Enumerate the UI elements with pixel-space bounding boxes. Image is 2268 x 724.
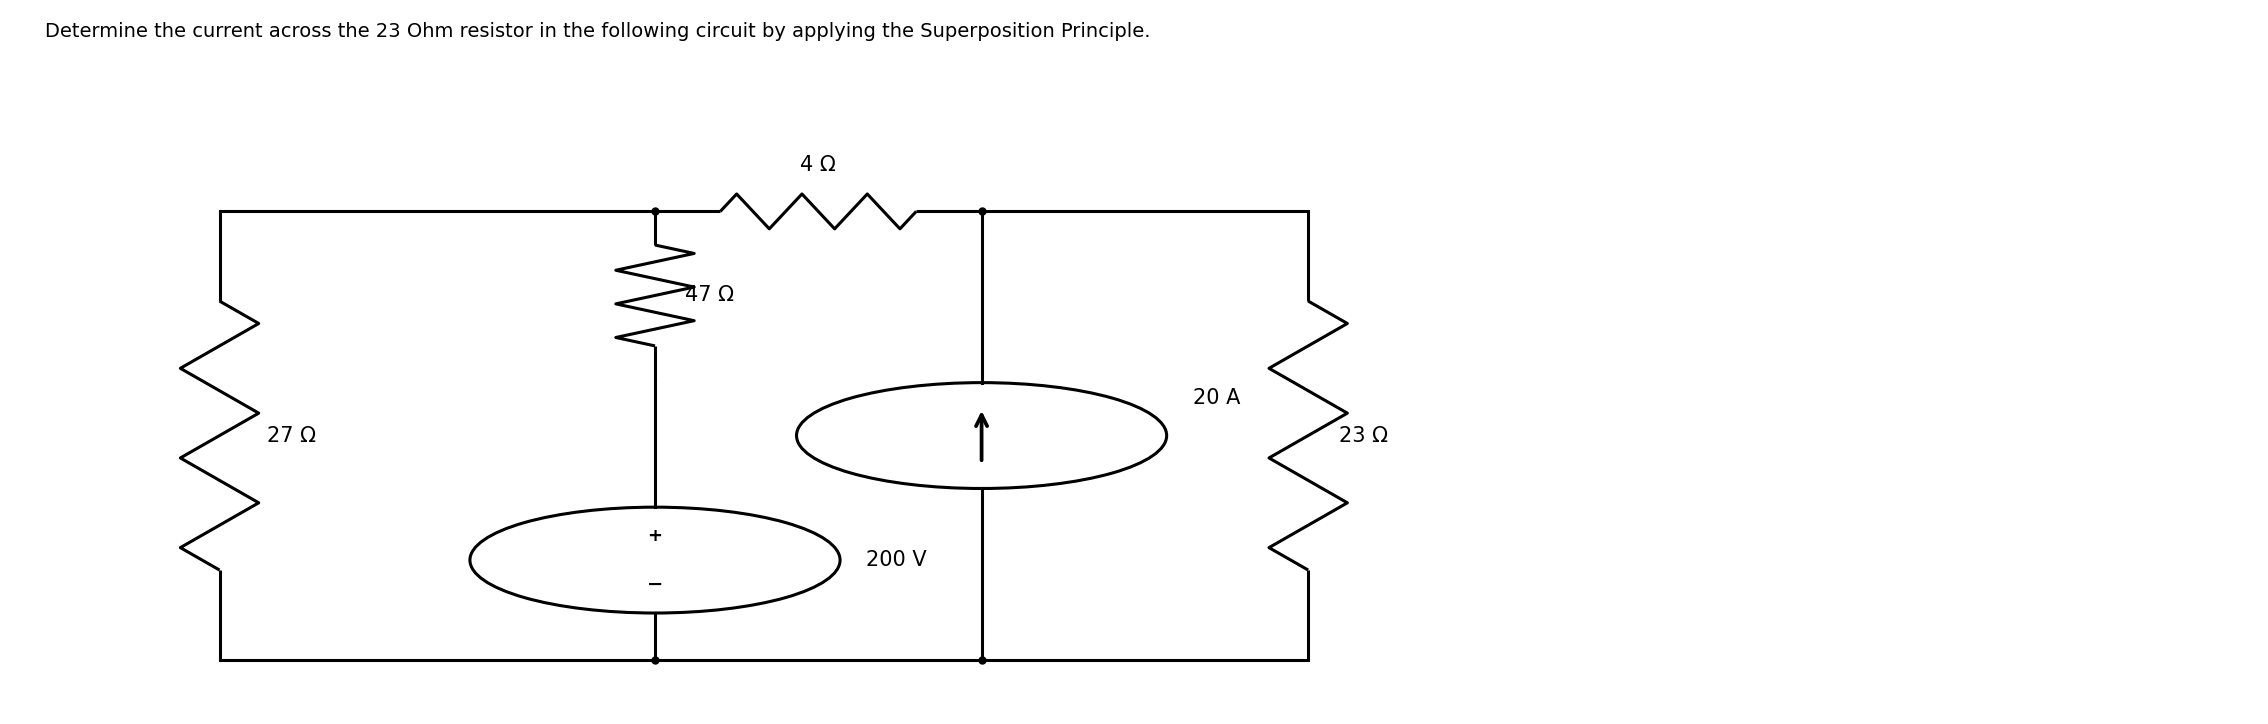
Text: Determine the current across the 23 Ohm resistor in the following circuit by app: Determine the current across the 23 Ohm … xyxy=(45,22,1150,41)
Text: 47 Ω: 47 Ω xyxy=(685,285,735,306)
Text: 20 A: 20 A xyxy=(1193,388,1241,408)
Text: −: − xyxy=(646,574,662,594)
Text: 27 Ω: 27 Ω xyxy=(268,426,318,445)
Text: 4 Ω: 4 Ω xyxy=(801,155,837,174)
Text: +: + xyxy=(646,527,662,545)
Text: 200 V: 200 V xyxy=(866,550,928,570)
Text: 23 Ω: 23 Ω xyxy=(1338,426,1388,445)
